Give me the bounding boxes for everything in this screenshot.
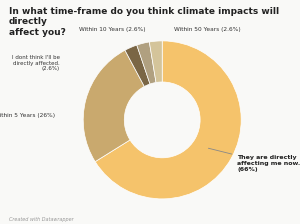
Text: Within 10 Years (2.6%): Within 10 Years (2.6%)	[79, 27, 146, 32]
Wedge shape	[125, 45, 150, 86]
Text: In what time-frame do you think climate impacts will directly
affect you?: In what time-frame do you think climate …	[9, 7, 279, 37]
Wedge shape	[95, 41, 241, 199]
Text: Created with Datawrapper: Created with Datawrapper	[9, 217, 74, 222]
Text: They are directly
affecting me now.
(66%): They are directly affecting me now. (66%…	[208, 148, 300, 172]
Wedge shape	[149, 41, 162, 82]
Text: Within 5 Years (26%): Within 5 Years (26%)	[0, 113, 56, 118]
Wedge shape	[83, 50, 144, 162]
Wedge shape	[137, 42, 156, 84]
Text: Within 50 Years (2.6%): Within 50 Years (2.6%)	[174, 27, 241, 32]
Text: I dont think I'll be
directly affected.
(2.6%): I dont think I'll be directly affected. …	[11, 55, 59, 71]
